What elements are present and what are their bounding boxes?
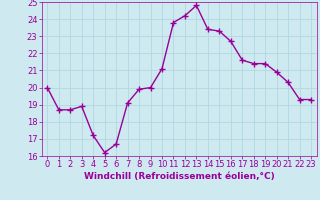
X-axis label: Windchill (Refroidissement éolien,°C): Windchill (Refroidissement éolien,°C) <box>84 172 275 181</box>
